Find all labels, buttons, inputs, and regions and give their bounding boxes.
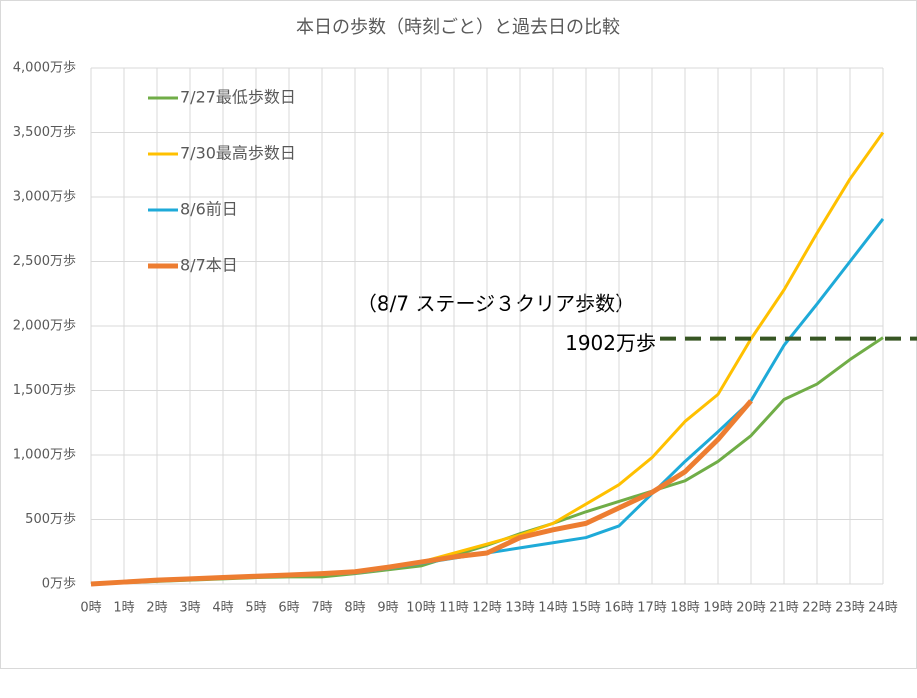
chart-title: 本日の歩数（時刻ごと）と過去日の比較 — [296, 17, 620, 38]
x-tick-label: 12時 — [472, 601, 502, 616]
x-tick-label: 14時 — [538, 601, 568, 616]
x-tick-label: 24時 — [868, 601, 898, 616]
x-tick-label: 3時 — [179, 601, 200, 616]
y-tick-label: 4,000万歩 — [13, 61, 76, 76]
y-tick-label: 0万歩 — [42, 577, 76, 592]
x-tick-label: 6時 — [278, 601, 299, 616]
x-tick-label: 19時 — [703, 601, 733, 616]
x-tick-label: 17時 — [637, 601, 667, 616]
reference-label: 1902万歩 — [565, 331, 656, 355]
legend-label: 7/30最高歩数日 — [180, 144, 296, 163]
x-tick-label: 8時 — [344, 601, 365, 616]
x-tick-label: 1時 — [113, 601, 134, 616]
x-tick-label: 23時 — [835, 601, 865, 616]
x-tick-label: 16時 — [604, 601, 634, 616]
series-line — [90, 399, 753, 587]
x-tick-label: 5時 — [245, 601, 266, 616]
legend-label: 7/27最低歩数日 — [180, 88, 296, 107]
x-tick-label: 15時 — [571, 601, 601, 616]
x-tick-label: 22時 — [802, 601, 832, 616]
x-tick-label: 7時 — [311, 601, 332, 616]
x-tick-label: 10時 — [406, 601, 436, 616]
y-tick-label: 1,500万歩 — [13, 383, 76, 398]
x-tick-label: 2時 — [146, 601, 167, 616]
x-tick-label: 13時 — [505, 601, 535, 616]
y-tick-label: 1,000万歩 — [13, 448, 76, 463]
chart-frame — [0, 0, 917, 669]
y-tick-label: 2,500万歩 — [13, 254, 76, 269]
annotation: （8/7 ステージ３クリア歩数） — [357, 292, 635, 316]
x-tick-label: 21時 — [769, 601, 799, 616]
x-tick-label: 11時 — [439, 601, 469, 616]
x-tick-label: 9時 — [377, 601, 398, 616]
y-tick-label: 500万歩 — [25, 512, 76, 527]
y-tick-label: 3,500万歩 — [13, 125, 76, 140]
x-tick-label: 18時 — [670, 601, 700, 616]
x-tick-label: 0時 — [80, 601, 101, 616]
y-tick-label: 2,000万歩 — [13, 319, 76, 334]
y-tick-label: 3,000万歩 — [13, 190, 76, 205]
legend-label: 8/7本日 — [180, 256, 238, 275]
x-tick-label: 20時 — [736, 601, 766, 616]
x-tick-label: 4時 — [212, 601, 233, 616]
legend-label: 8/6前日 — [180, 200, 238, 219]
